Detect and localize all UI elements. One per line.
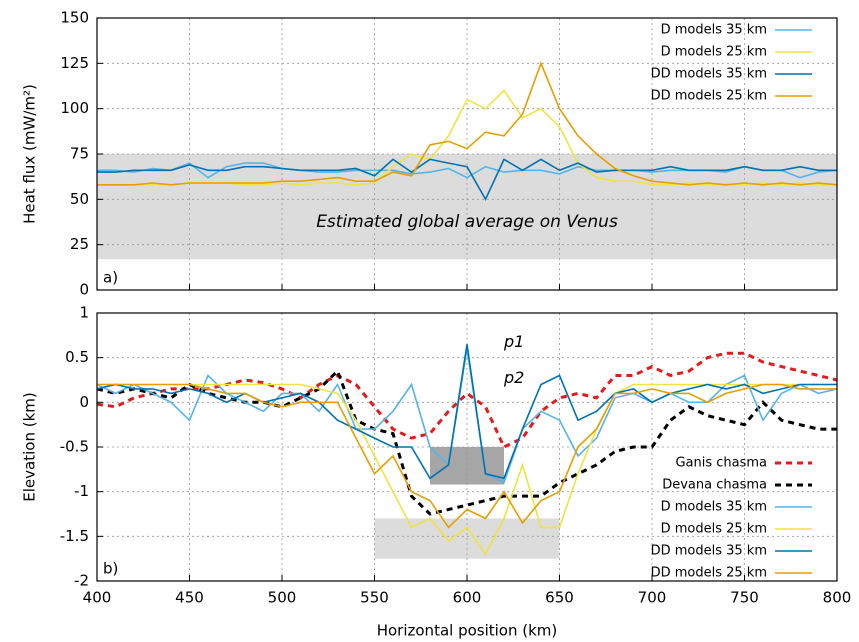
y-tick-label: -2 [74, 572, 89, 590]
legend-label: DD models 25 km [651, 89, 767, 104]
y-tick-label: -0.5 [60, 438, 89, 456]
y-axis-label: Heat flux (mW/m²) [21, 84, 39, 224]
y-tick-label: 0.5 [65, 348, 89, 366]
y-tick-label: -1.5 [60, 527, 89, 545]
plot-frame [96, 17, 838, 291]
legend-label: D models 25 km [661, 45, 767, 60]
panel-label: a) [103, 269, 118, 287]
y-tick-label: 100 [60, 99, 89, 117]
x-tick-label: 600 [453, 589, 482, 607]
x-tick-label: 450 [175, 589, 204, 607]
x-axis-label: Horizontal position (km) [377, 622, 558, 640]
legend-label: Devana chasma [662, 478, 767, 493]
series-line [97, 383, 837, 556]
series-line [96, 368, 837, 516]
plot-frame [96, 312, 838, 582]
x-tick-label: 750 [730, 589, 759, 607]
y-tick-label: 150 [60, 9, 89, 27]
y-tick-label: 1 [79, 304, 89, 322]
series-line [96, 351, 838, 450]
legend-label: DD models 35 km [651, 67, 767, 82]
series-line [97, 61, 838, 186]
y-tick-label: 0 [79, 281, 89, 299]
x-tick-label: 400 [83, 589, 112, 607]
y-tick-label: 0 [79, 393, 89, 411]
panel-label: b) [103, 560, 118, 578]
x-tick-label: 500 [268, 589, 297, 607]
legend-label: Ganis chasma [675, 456, 767, 471]
legend-label: D models 35 km [661, 23, 767, 38]
x-tick-label: 650 [545, 589, 574, 607]
y-tick-label: 50 [70, 190, 89, 208]
series-line [97, 158, 837, 202]
y-tick-label: 25 [70, 235, 89, 253]
legend-label: D models 35 km [661, 500, 767, 515]
legend-label: D models 25 km [661, 522, 767, 537]
y-axis-label: Elevation (km) [21, 392, 39, 501]
x-tick-label: 700 [638, 589, 667, 607]
series-line [97, 383, 837, 529]
legend-label: DD models 25 km [651, 566, 767, 581]
y-tick-label: 125 [60, 54, 89, 72]
x-tick-label: 550 [360, 589, 389, 607]
x-tick-label: 800 [823, 589, 852, 607]
annotation: p1 [503, 332, 524, 351]
y-tick-label: 75 [70, 145, 89, 163]
annotation: p2 [503, 368, 524, 387]
series-line [96, 344, 837, 480]
annotation: Estimated global average on Venus [316, 212, 618, 232]
y-tick-label: -1 [74, 482, 89, 500]
legend-label: DD models 35 km [651, 544, 767, 559]
